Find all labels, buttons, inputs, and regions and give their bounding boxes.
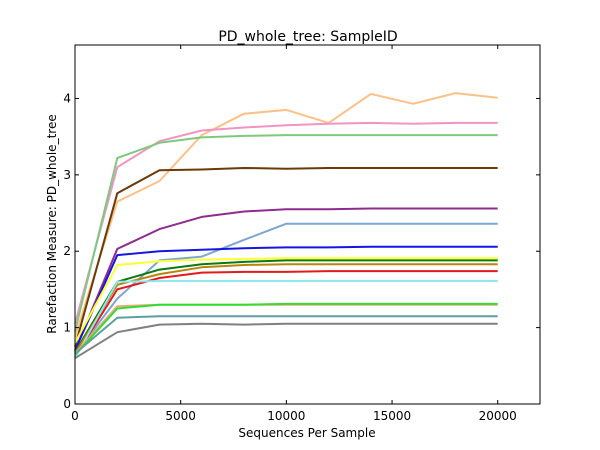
x-tick-label: 10000 <box>267 409 305 423</box>
chart-title: PD_whole_tree: SampleID <box>218 29 397 45</box>
x-tick-label: 0 <box>71 409 79 423</box>
series-line-6 <box>74 222 498 356</box>
x-tick-label: 5000 <box>165 409 196 423</box>
series-line-16 <box>74 322 498 360</box>
y-tick-label: 1 <box>63 321 71 335</box>
y-axis-label: Rarefaction Measure: PD_whole_tree <box>45 114 59 333</box>
series-line-8 <box>74 257 498 344</box>
series-line-10 <box>74 263 498 355</box>
y-tick-label: 3 <box>63 168 71 182</box>
series-line-9 <box>74 259 498 353</box>
plot-frame <box>74 44 541 405</box>
series-line-7 <box>74 245 498 351</box>
series-line-5 <box>74 207 498 351</box>
series-line-1 <box>74 92 498 338</box>
series-line-4 <box>74 167 498 347</box>
series-line-12 <box>74 280 498 359</box>
series-line-15 <box>74 315 498 355</box>
plot-lines <box>74 92 498 360</box>
y-tick-label: 0 <box>63 397 71 411</box>
y-tick-label: 2 <box>63 244 71 258</box>
x-tick-label: 20000 <box>479 409 517 423</box>
series-line-14 <box>74 302 498 356</box>
x-axis-ticks: 0 5000 10000 15000 20000 <box>71 45 517 423</box>
series-line-2 <box>74 121 498 325</box>
y-axis-ticks: 0 1 2 3 4 <box>63 91 540 411</box>
x-tick-label: 15000 <box>373 409 411 423</box>
x-axis-label: Sequences Per Sample <box>238 426 375 440</box>
series-line-3 <box>74 134 498 332</box>
y-tick-label: 4 <box>63 91 71 105</box>
series-line-11 <box>74 270 498 358</box>
